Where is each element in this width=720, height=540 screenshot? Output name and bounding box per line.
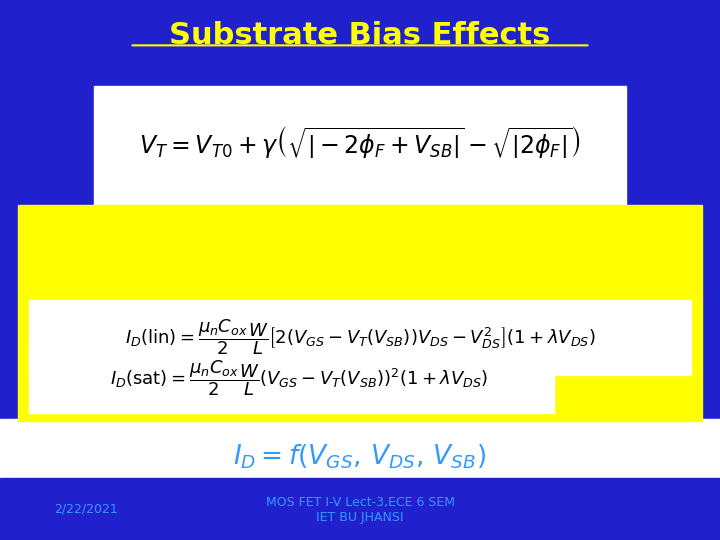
Text: 2/22/2021: 2/22/2021 bbox=[55, 502, 118, 515]
FancyBboxPatch shape bbox=[29, 343, 554, 413]
FancyBboxPatch shape bbox=[94, 86, 626, 205]
FancyBboxPatch shape bbox=[0, 478, 720, 540]
Text: $I_D(\mathrm{sat}) = \dfrac{\mu_n C_{ox}}{2}\dfrac{W}{L}\left(V_{GS} - V_T(V_{SB: $I_D(\mathrm{sat}) = \dfrac{\mu_n C_{ox}… bbox=[109, 358, 488, 398]
FancyBboxPatch shape bbox=[29, 300, 691, 375]
Text: $I_D(\mathrm{lin}) = \dfrac{\mu_n C_{ox}}{2}\dfrac{W}{L}\left[2\left(V_{GS} - V_: $I_D(\mathrm{lin}) = \dfrac{\mu_n C_{ox}… bbox=[125, 318, 595, 357]
Text: $V_T = V_{T0} + \gamma\left(\sqrt{\left|-2\phi_F + V_{SB}\right|} - \sqrt{\left|: $V_T = V_{T0} + \gamma\left(\sqrt{\left|… bbox=[139, 125, 581, 161]
FancyBboxPatch shape bbox=[18, 205, 702, 421]
Text: $I_D = f(V_{GS},\, V_{DS},\, V_{SB})$: $I_D = f(V_{GS},\, V_{DS},\, V_{SB})$ bbox=[233, 442, 487, 470]
FancyBboxPatch shape bbox=[0, 418, 720, 478]
Text: MOS FET I-V Lect-3,ECE 6 SEM
IET BU JHANSI: MOS FET I-V Lect-3,ECE 6 SEM IET BU JHAN… bbox=[266, 496, 454, 524]
Text: Substrate Bias Effects: Substrate Bias Effects bbox=[169, 21, 551, 50]
